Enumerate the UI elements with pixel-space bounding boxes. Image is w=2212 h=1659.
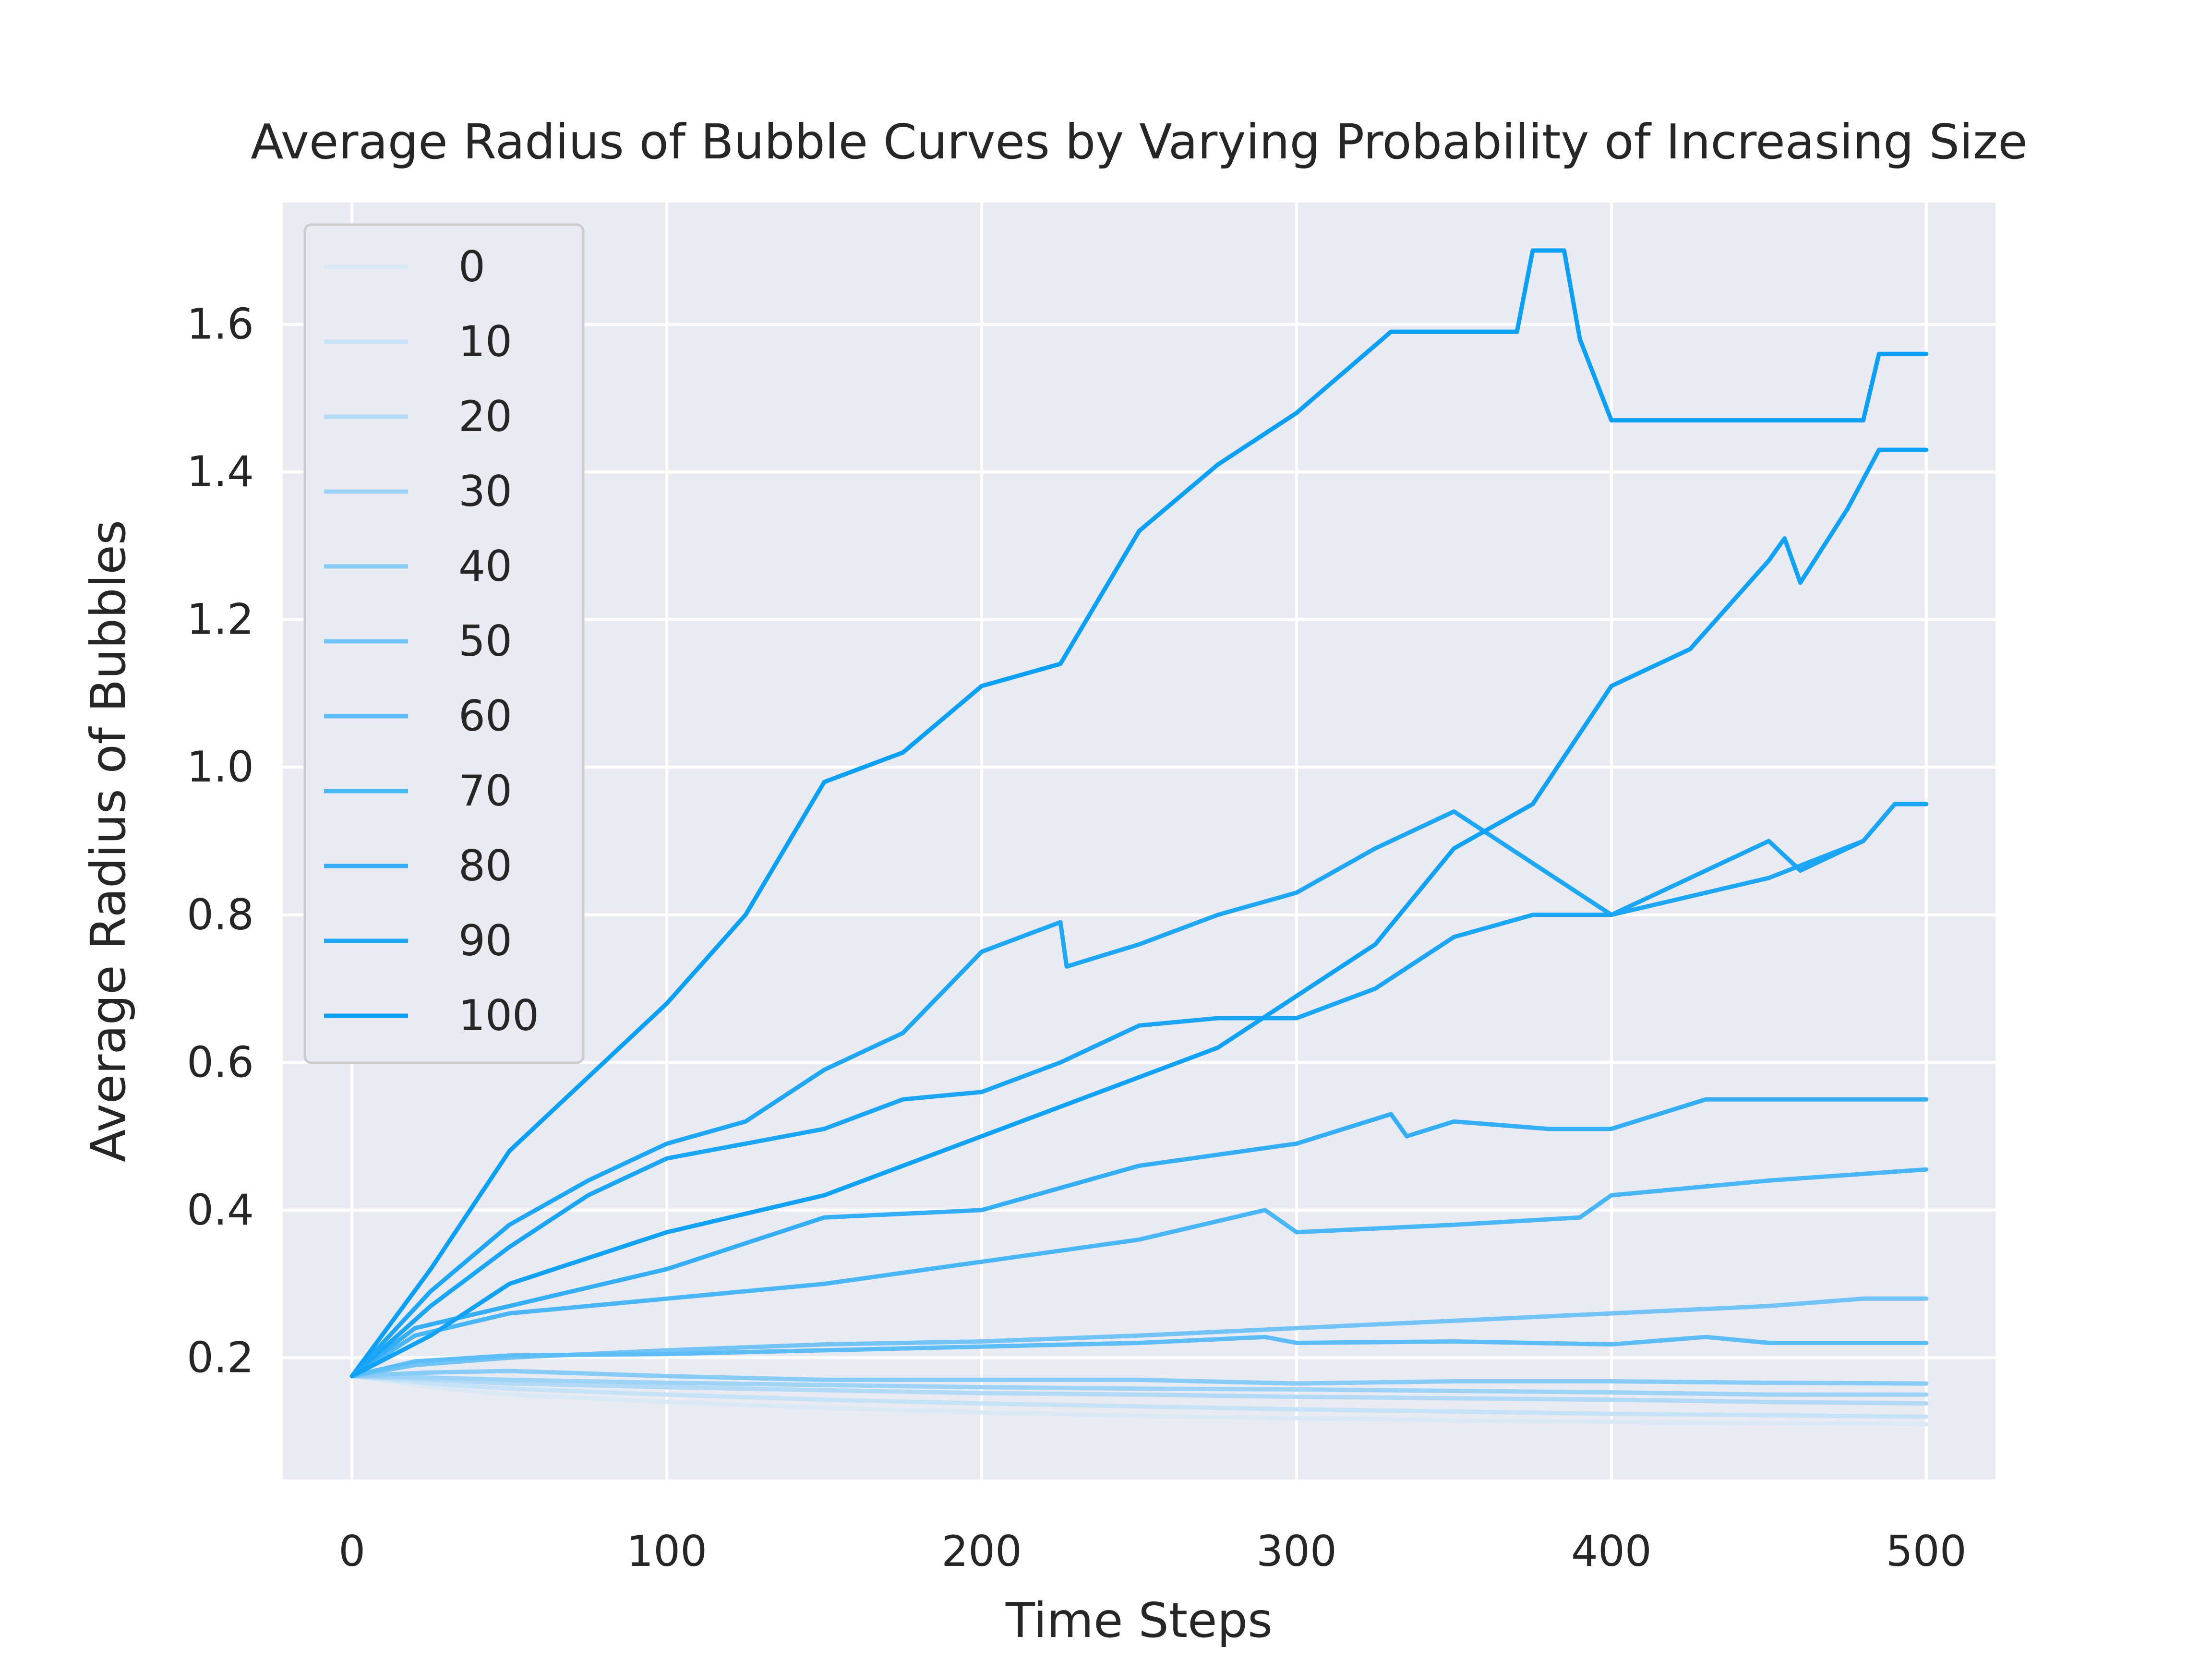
y-tick-label: 1.0: [187, 742, 254, 792]
series-line-60: [349, 1334, 1929, 1379]
x-axis-label: Time Steps: [1005, 1592, 1273, 1648]
series-line-90: [349, 802, 1929, 1379]
x-tick-label: 400: [1571, 1527, 1652, 1576]
legend-label: 70: [458, 766, 512, 816]
y-tick-label: 0.2: [187, 1333, 254, 1382]
legend-label: 60: [458, 691, 512, 741]
x-tick-label: 100: [626, 1527, 707, 1576]
series-lines: [349, 248, 1929, 1427]
series-line-70: [349, 1167, 1929, 1379]
series-line-100: [349, 248, 1929, 1379]
legend-label: 80: [458, 841, 512, 890]
y-tick-label: 1.4: [187, 447, 254, 496]
x-tick-label: 0: [338, 1527, 365, 1576]
legend-label: 100: [458, 991, 539, 1040]
legend-box: [303, 223, 585, 1064]
x-tick-labels: 0 100 200 300 400 500: [338, 1527, 1966, 1576]
legend-label: 50: [458, 616, 512, 666]
series-line-extra-12: [349, 447, 1929, 1379]
legend-label: 90: [458, 916, 512, 965]
chart-title: Average Radius of Bubble Curves by Varyi…: [251, 114, 2028, 170]
y-tick-label: 1.2: [187, 595, 254, 644]
y-tick-label: 0.6: [187, 1037, 254, 1087]
legend-label: 0: [458, 242, 485, 291]
legend: 0 10 20 30 40 50 60 70 80 90 100: [303, 223, 585, 1064]
legend-label: 40: [458, 541, 512, 591]
series-line-0: [349, 1374, 1929, 1427]
x-tick-label: 300: [1256, 1527, 1337, 1576]
series-line-20: [349, 1374, 1929, 1406]
legend-label: 30: [458, 467, 512, 516]
series-line-extra-11: [349, 802, 1929, 1379]
y-tick-label: 0.4: [187, 1185, 254, 1235]
series-line-50: [349, 1296, 1929, 1379]
y-tick-labels: 0.2 0.4 0.6 0.8 1.0 1.2 1.4 1.6: [187, 300, 254, 1382]
legend-label: 20: [458, 392, 512, 441]
x-tick-label: 200: [941, 1527, 1022, 1576]
y-tick-label: 0.8: [187, 890, 254, 939]
series-line-30: [349, 1374, 1929, 1397]
series-line-10: [349, 1374, 1929, 1419]
legend-label: 10: [458, 317, 512, 366]
series-line-80: [349, 1097, 1929, 1379]
x-tick-label: 500: [1886, 1527, 1967, 1576]
y-tick-label: 1.6: [187, 300, 254, 349]
series-line-40: [349, 1369, 1929, 1386]
y-axis-label: Average Radius of Bubbles: [80, 520, 136, 1162]
